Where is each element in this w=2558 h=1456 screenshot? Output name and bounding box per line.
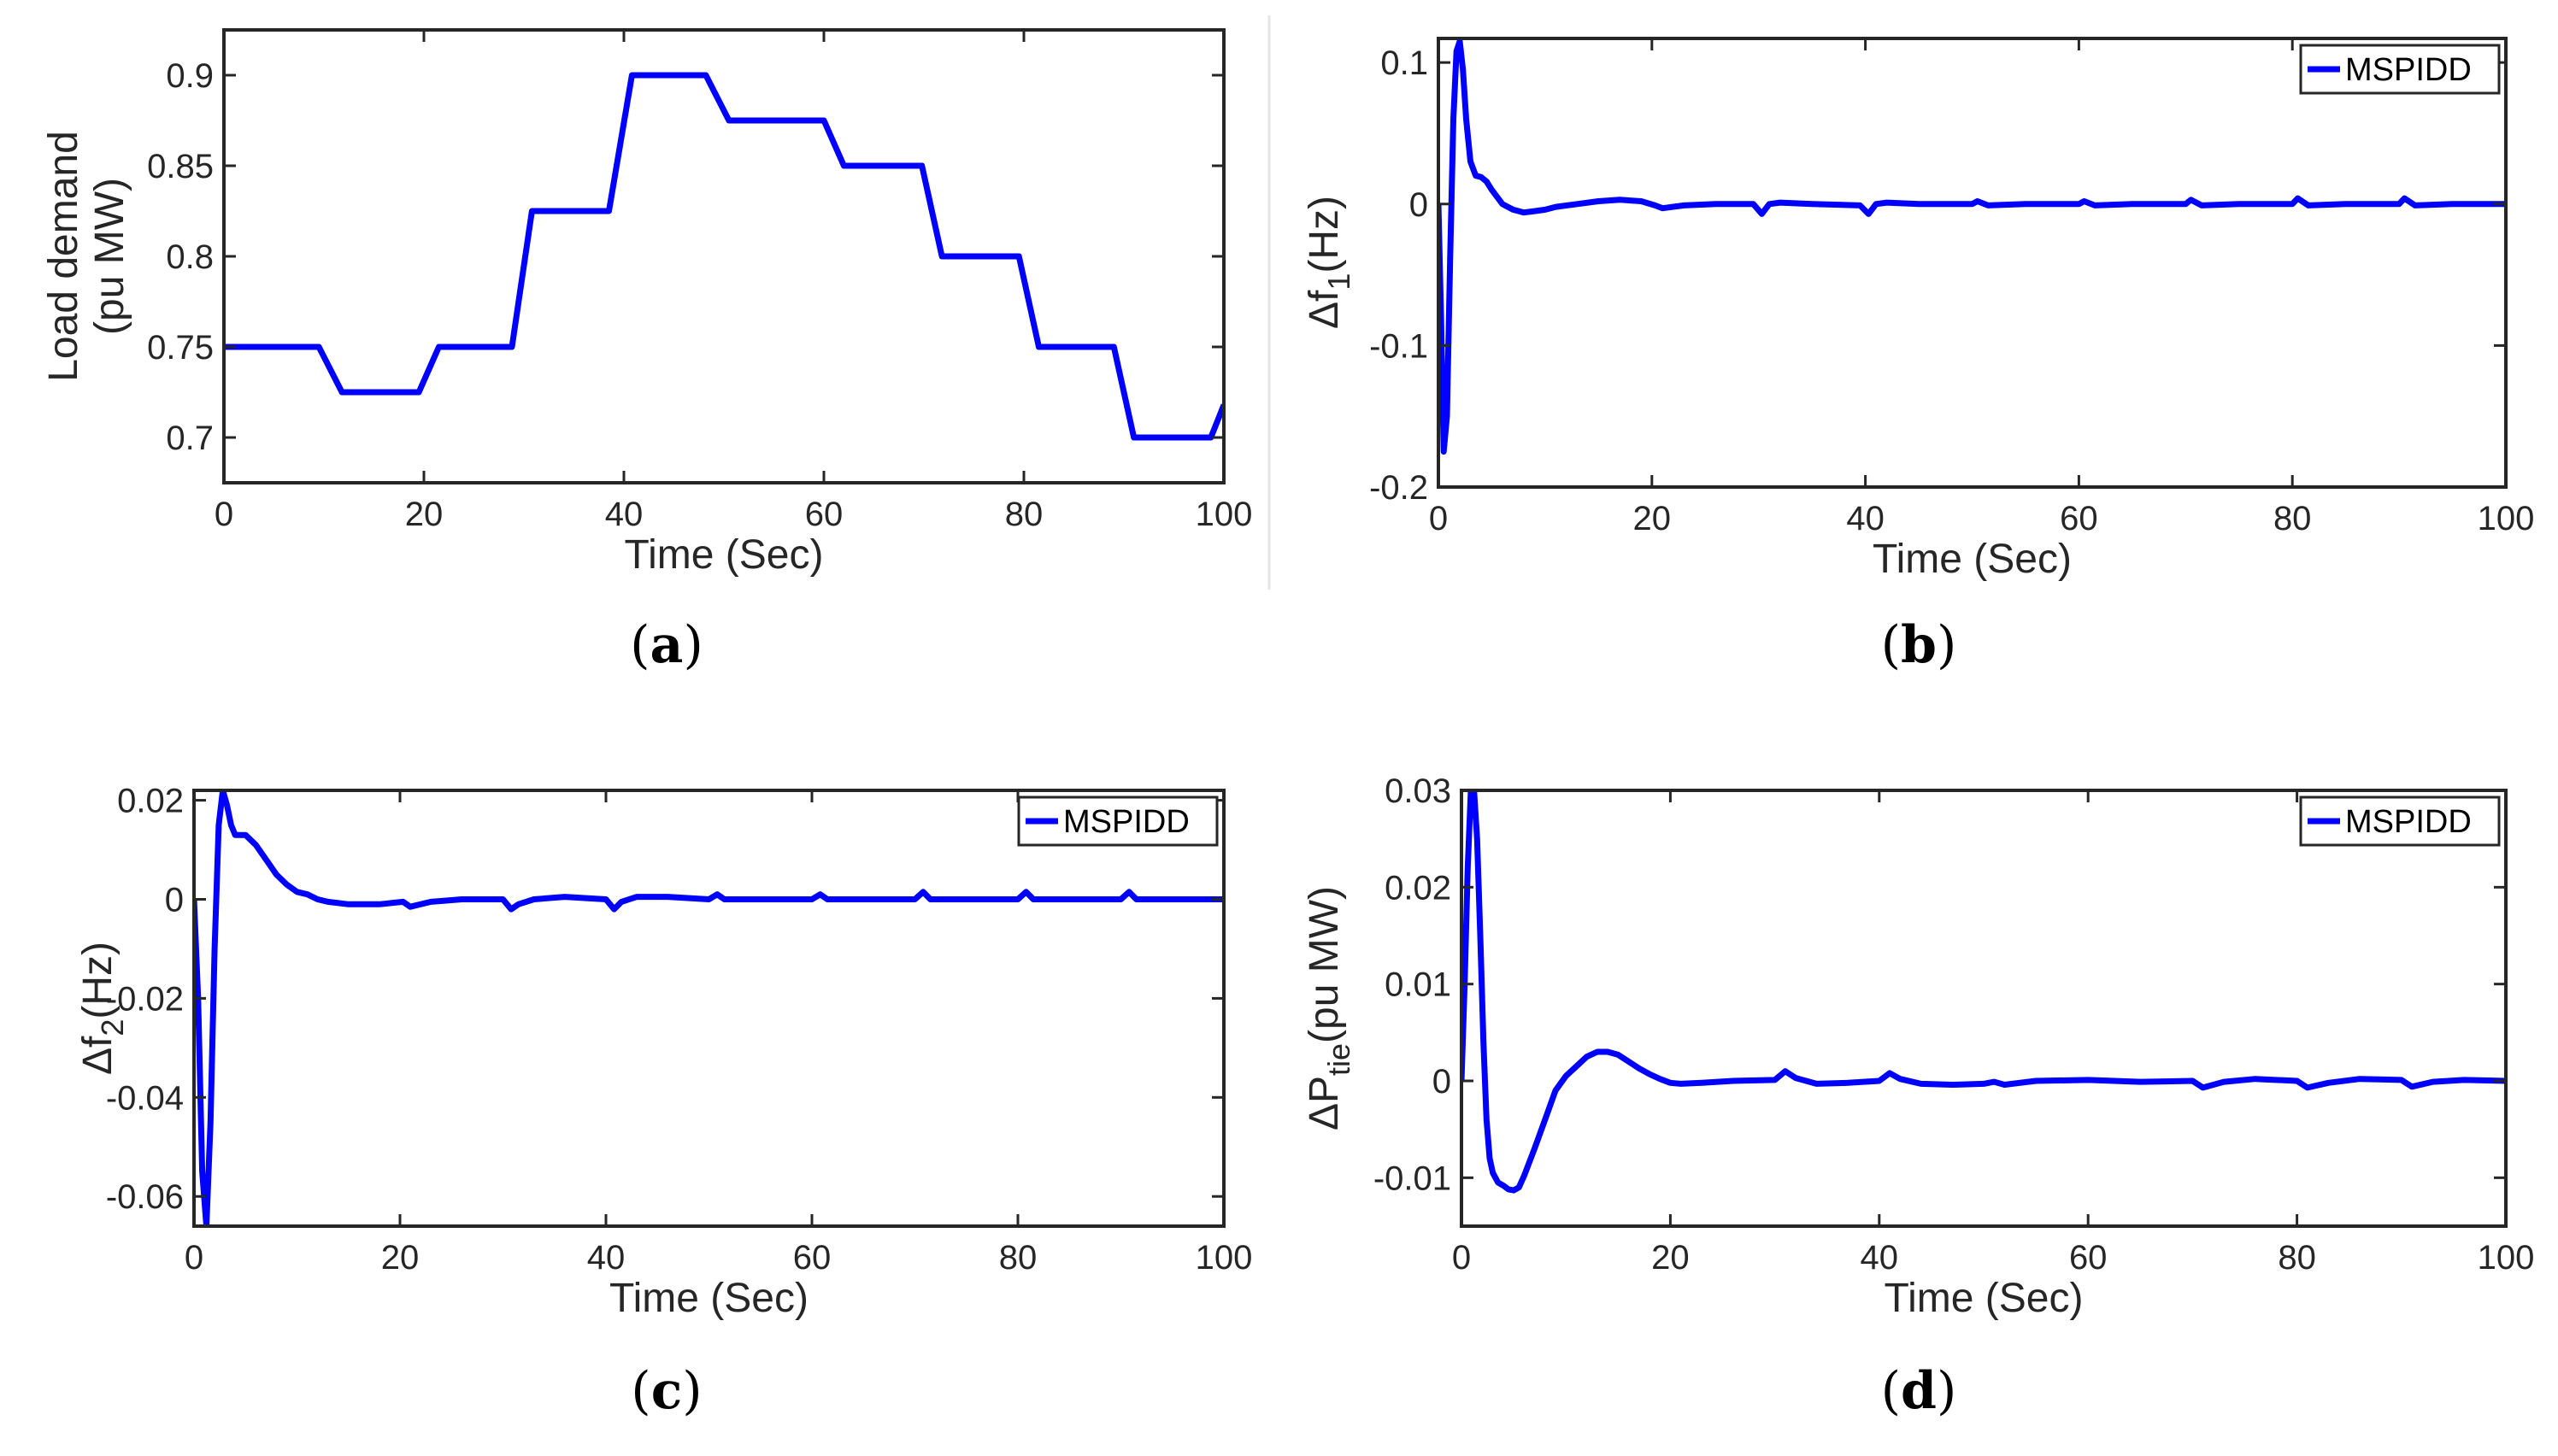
x-tick-label: 40 — [587, 1239, 626, 1277]
legend-label: MSPIDD — [2345, 52, 2472, 88]
y-tick-label: -0.06 — [106, 1178, 184, 1216]
y-tick-label: 0.1 — [1380, 44, 1428, 82]
x-axis-label: Time (Sec) — [1885, 1276, 2084, 1321]
plot-frame — [1460, 789, 2508, 1228]
y-axis-label-line: Load demand — [41, 131, 86, 382]
series-line-mspidd — [194, 790, 1224, 1226]
caption-paren-open: ( — [1881, 615, 1901, 675]
plot-frame — [1437, 37, 2508, 489]
y-axis-label: Δf2(Hz) — [75, 942, 130, 1075]
y-axis-label-main: Δf — [1302, 290, 1347, 329]
y-axis-label-main: ΔP — [1302, 1076, 1347, 1130]
caption-paren-open: ( — [631, 1361, 650, 1421]
x-tick-label: 0 — [215, 496, 233, 533]
x-tick-label: 0 — [185, 1239, 203, 1277]
x-tick-label: 100 — [2478, 500, 2535, 537]
panel-a: 0 20 40 60 80 100 0.7 0.75 0.8 0.85 0.9 Time (Sec) L… — [41, 28, 1253, 675]
caption-paren-close: ) — [683, 615, 703, 675]
plot-frame — [222, 28, 1226, 484]
y-tick-label: 0.02 — [117, 783, 184, 820]
y-axis-label-line: (pu MW) — [87, 178, 132, 335]
y-axis-label-unit: (Hz) — [1302, 196, 1347, 273]
series-line-mspidd — [1438, 38, 2506, 455]
x-tick-label: 80 — [999, 1239, 1038, 1277]
caption-paren-close: ) — [1937, 1361, 1956, 1421]
x-axis-label: Time (Sec) — [609, 1276, 809, 1321]
caption-paren-close: ) — [682, 1361, 702, 1421]
panel-d: 0 20 40 60 80 100 -0.01 0 0.01 0.02 0.03 Time (Sec)… — [1302, 772, 2534, 1421]
panel-b: 0 20 40 60 80 100 -0.2 -0.1 0 0.1 Time (Sec) Δf1(Hz… — [1302, 37, 2535, 675]
x-tick-label: 100 — [2478, 1239, 2535, 1277]
y-tick-label: 0 — [1409, 186, 1428, 224]
caption-letter: b — [1901, 615, 1937, 675]
y-tick-label: -0.04 — [106, 1079, 184, 1117]
x-tick-label: 60 — [2060, 500, 2098, 537]
y-axis-label-unit: (Hz) — [75, 942, 121, 1019]
legend-label: MSPIDD — [2345, 804, 2472, 840]
x-tick-label: 20 — [405, 496, 444, 533]
y-axis-label: ΔPtie(pu MW) — [1302, 886, 1356, 1130]
panel-caption: (d) — [1881, 1361, 1957, 1421]
caption-letter: a — [650, 615, 684, 675]
legend-label: MSPIDD — [1063, 804, 1190, 840]
x-tick-label: 20 — [381, 1239, 420, 1277]
x-tick-label: 60 — [793, 1239, 832, 1277]
legend: MSPIDD — [1017, 796, 1219, 847]
y-tick-label: -0.2 — [1369, 469, 1428, 507]
x-tick-label: 0 — [1429, 500, 1448, 537]
x-tick-label: 20 — [1651, 1239, 1690, 1277]
x-axis-label: Time (Sec) — [1873, 537, 2072, 582]
y-axis-label-subscript: 2 — [95, 1019, 130, 1036]
y-axis-label-subscript: tie — [1321, 1043, 1356, 1076]
y-tick-label: -0.02 — [106, 980, 184, 1018]
caption-paren-open: ( — [630, 615, 650, 675]
y-tick-label: 0 — [165, 882, 184, 919]
panel-caption: (b) — [1881, 615, 1957, 675]
x-tick-label: 80 — [2278, 1239, 2316, 1277]
panel-caption: (c) — [631, 1361, 702, 1421]
y-axis-label: Δf1(Hz) — [1302, 196, 1356, 329]
y-tick-label: 0.85 — [147, 148, 214, 185]
x-axis-label: Time (Sec) — [625, 532, 824, 578]
series-line-0 — [224, 72, 1224, 441]
legend: MSPIDD — [2299, 44, 2501, 95]
series-line-mspidd — [1461, 790, 2506, 1194]
y-tick-label: -0.1 — [1369, 327, 1428, 365]
y-tick-label: 0 — [1432, 1063, 1451, 1101]
y-axis-label-subscript: 1 — [1321, 273, 1356, 291]
y-tick-label: 0.8 — [166, 238, 214, 276]
panel-c: 0 20 40 60 80 100 -0.06 -0.04 -0.02 0 0.02 Time (Se… — [75, 783, 1252, 1421]
x-tick-label: 80 — [1005, 496, 1044, 533]
caption-letter: c — [651, 1361, 683, 1421]
x-tick-label: 60 — [805, 496, 844, 533]
x-tick-label: 0 — [1452, 1239, 1471, 1277]
y-tick-label: 0.03 — [1385, 772, 1451, 810]
y-axis-label-unit: (pu MW) — [1302, 886, 1347, 1043]
y-tick-label: 0.9 — [166, 57, 214, 95]
y-tick-label: -0.01 — [1373, 1160, 1451, 1197]
x-tick-label: 40 — [1846, 500, 1885, 537]
x-tick-label: 40 — [605, 496, 644, 533]
plot-frame — [192, 789, 1226, 1228]
x-tick-label: 80 — [2273, 500, 2312, 537]
y-tick-label: 0.02 — [1385, 869, 1451, 907]
caption-paren-open: ( — [1881, 1361, 1901, 1421]
legend: MSPIDD — [2299, 796, 2501, 847]
y-tick-label: 0.7 — [166, 420, 214, 457]
y-axis-label: Load demand (pu MW) — [41, 131, 132, 382]
x-tick-label: 100 — [1196, 496, 1253, 533]
x-tick-label: 40 — [1861, 1239, 1899, 1277]
panel-caption: (a) — [630, 615, 703, 675]
x-tick-label: 100 — [1196, 1239, 1253, 1277]
y-tick-label: 0.01 — [1385, 966, 1451, 1004]
y-axis-label-main: Δf — [75, 1036, 121, 1075]
x-tick-label: 60 — [2069, 1239, 2108, 1277]
y-tick-label: 0.75 — [147, 329, 214, 367]
x-tick-label: 20 — [1633, 500, 1672, 537]
legend-box — [1017, 796, 1219, 847]
caption-paren-close: ) — [1937, 615, 1956, 675]
caption-letter: d — [1901, 1361, 1937, 1421]
